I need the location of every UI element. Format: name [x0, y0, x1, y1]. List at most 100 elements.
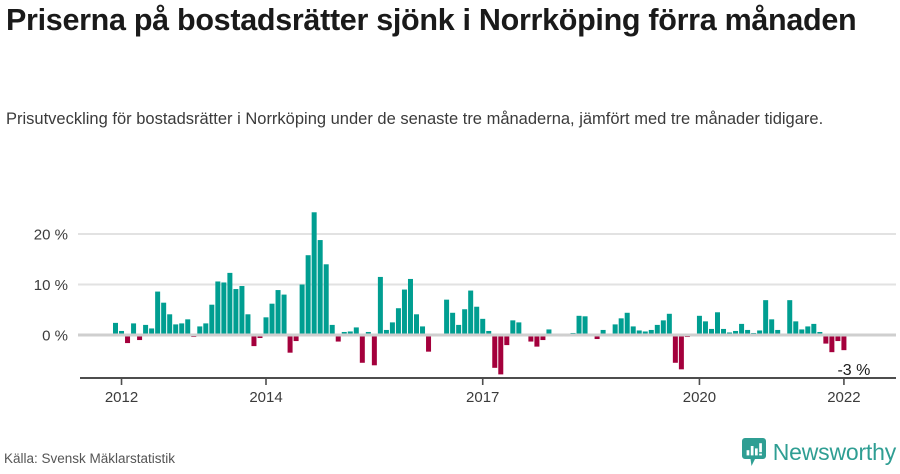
chart-bar: [841, 335, 847, 351]
chart-bar: [702, 321, 708, 335]
chart-bar: [149, 328, 155, 335]
chart-bar: [498, 335, 504, 375]
chart-bar: [648, 329, 654, 335]
chart-bar: [353, 327, 359, 335]
chart-bar: [269, 303, 275, 335]
x-axis-tick-label: 2014: [249, 389, 282, 406]
chart-bar: [805, 326, 811, 335]
chart-bar: [311, 212, 317, 335]
chart-canvas: 0 % 10 % 20 % 2012 2014 2017 2020 2022 -3 %: [34, 212, 896, 406]
chart-bar: [137, 335, 143, 341]
chart-bar: [492, 335, 498, 368]
chart-bar: [504, 335, 510, 346]
chart-bar: [341, 331, 347, 335]
chart-bar: [636, 330, 642, 335]
chart-bar: [203, 323, 209, 335]
chart-bar: [185, 319, 191, 335]
chart-bar: [624, 312, 630, 335]
x-axis-tick-label: 2017: [466, 389, 499, 406]
chart-annotation: -3 %: [837, 362, 870, 379]
y-axis-tick-label: 20 %: [34, 227, 68, 244]
chart-bar: [462, 309, 468, 335]
chart-bar: [371, 335, 377, 366]
chart-bar: [468, 290, 474, 335]
chart-bar: [660, 320, 666, 335]
chart-bar: [263, 317, 269, 335]
chart-bar: [474, 306, 480, 335]
chart-bar: [329, 324, 335, 335]
x-axis-tick-label: 2012: [105, 389, 138, 406]
chart-x-axis-labels: 2012 2014 2017 2020 2022: [105, 389, 861, 406]
chart-bar: [239, 286, 245, 335]
chart-bar: [516, 322, 522, 336]
chart-bar: [119, 330, 125, 335]
chart-bar: [305, 255, 311, 335]
chart-bar: [420, 326, 426, 335]
chart-bar: [347, 331, 353, 335]
chart-bar: [745, 329, 751, 335]
chart-bar: [257, 335, 263, 339]
chart-bar: [389, 322, 395, 336]
chart-bar: [594, 335, 600, 340]
chart-bar: [167, 314, 173, 335]
chart-bar: [293, 335, 299, 342]
chart-bar: [287, 335, 293, 353]
chart-bar: [131, 323, 137, 335]
chart-bar: [769, 319, 775, 335]
brand-name: Newsworthy: [772, 438, 896, 465]
chart-bar: [546, 329, 552, 335]
page-title: Priserna på bostadsrätter sjönk i Norrkö…: [6, 3, 857, 37]
chart-bar: [456, 324, 462, 335]
chart-bar: [793, 321, 799, 335]
chart-bar: [787, 300, 793, 335]
chart-bar: [823, 335, 829, 344]
chart-bar: [209, 304, 215, 335]
chart-bar: [775, 329, 781, 335]
bar-chart: 0 % 10 % 20 % 2012 2014 2017 2020 2022 -3 %: [0, 200, 900, 410]
chart-bar: [763, 300, 769, 335]
chart-bar: [480, 318, 486, 335]
chart-bar: [407, 278, 413, 335]
chart-bar: [582, 316, 588, 335]
chart-bar: [510, 320, 516, 335]
chart-bar: [323, 264, 329, 335]
chart-bar: [197, 326, 203, 335]
chart-bar: [233, 289, 239, 335]
chart-bar: [221, 282, 227, 335]
chart-bar: [612, 324, 618, 335]
chart-bar: [161, 302, 167, 335]
chart-bar: [113, 322, 118, 335]
chart-bar: [642, 331, 648, 335]
chart-bar: [721, 328, 727, 335]
chart-bar: [173, 324, 179, 335]
chart-bar: [395, 308, 401, 335]
y-axis-tick-label: 0 %: [42, 328, 68, 345]
chart-bar: [672, 335, 678, 363]
chart-bar: [618, 318, 624, 335]
chart-bar: [757, 330, 763, 335]
chart-bar: [534, 335, 540, 347]
y-axis-tick-label: 10 %: [34, 277, 68, 294]
x-axis-tick-label: 2020: [683, 389, 716, 406]
page-subtitle: Prisutveckling för bostadsrätter i Norrk…: [6, 110, 824, 128]
chart-bar: [654, 324, 660, 335]
chart-bar: [666, 313, 672, 335]
chart-bar: [299, 284, 305, 335]
chart-bar: [444, 299, 450, 335]
chart-bar: [227, 272, 233, 335]
chart-x-axis: [80, 377, 896, 385]
chart-bar: [733, 330, 739, 335]
chart-bar: [708, 328, 714, 335]
chart-bar: [251, 335, 257, 347]
chart-bar: [486, 330, 492, 335]
chart-bar: [817, 331, 823, 335]
chart-bar: [179, 323, 185, 335]
chart-bars: [113, 212, 847, 375]
chart-bar: [739, 323, 745, 335]
chart-bar: [799, 329, 805, 335]
chart-bar: [383, 329, 389, 335]
chart-bar: [715, 312, 720, 335]
chart-bar: [155, 291, 161, 335]
chart-y-axis-labels: 0 % 10 % 20 %: [34, 227, 68, 345]
